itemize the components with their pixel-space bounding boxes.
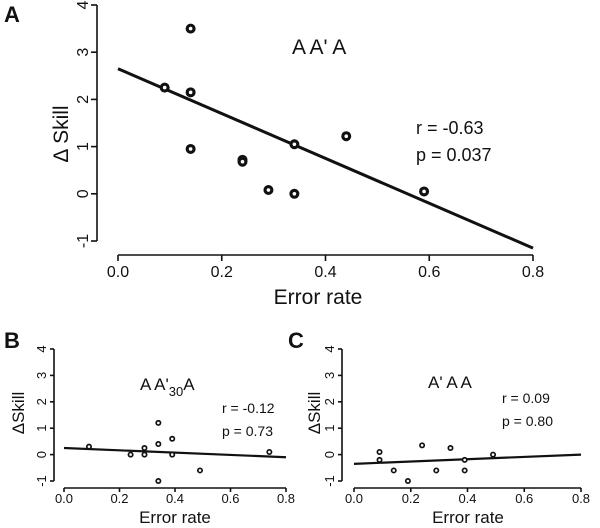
panel-c-x-tick-label: 0.8 xyxy=(572,491,590,506)
panel-b-data-point-center xyxy=(157,421,160,425)
panel-c-data-point-center xyxy=(463,458,466,462)
panel-b-y-tick-label: 2 xyxy=(34,398,49,405)
panel-b-data-point-center xyxy=(87,445,91,448)
panel-b-y-tick-label: -1 xyxy=(34,475,49,487)
panel-c-data-point-center xyxy=(449,446,452,450)
panel-c-data-point-center xyxy=(420,444,424,447)
panel-c-x-tick-label: 0.4 xyxy=(458,491,476,506)
panel-b-data-point-center xyxy=(143,453,146,456)
panel-a-data-point-center xyxy=(292,192,297,196)
panel-b-data-point-center xyxy=(143,446,146,450)
panel-a-data-point-center xyxy=(240,159,245,164)
panel-b-y-axis-label: ΔSkill xyxy=(9,392,28,435)
panel-b-x-axis-label: Error rate xyxy=(139,508,211,527)
panel-b-data-point-center xyxy=(198,469,202,472)
panel-b-data-point-center xyxy=(268,450,271,454)
panel-b-regression-line xyxy=(63,446,287,459)
panel-a-data-point-center xyxy=(292,142,297,147)
panel-b-title: A A'30A xyxy=(140,375,195,399)
panel-b-x-tick-label: 0.0 xyxy=(55,491,73,506)
panel-a-y-tick-label: 4 xyxy=(75,0,92,9)
panel-b-r-annotation: r = -0.12 xyxy=(222,400,275,416)
panel-c-y-tick-label: 4 xyxy=(322,345,337,352)
panel-a-data-point-center xyxy=(422,189,426,194)
panel-a-title: A A' A xyxy=(292,36,346,59)
panel-c-y-tick-label: 0 xyxy=(322,451,337,458)
panel-b-y-tick-label: 1 xyxy=(34,425,49,432)
panel-a-r-annotation: r = -0.63 xyxy=(416,118,484,138)
panel-a-x-tick-label: 0.2 xyxy=(211,264,233,281)
panel-a-x-tick-label: 0.6 xyxy=(418,264,440,281)
panel-b-data-point-center xyxy=(157,442,160,446)
panel-b-data-point-center xyxy=(170,453,174,456)
panel-a-y-tick-label: 0 xyxy=(75,189,92,198)
panel-b-data-point-center xyxy=(129,453,132,456)
panel-a-p-annotation: p = 0.037 xyxy=(416,145,492,165)
panel-a-data-point-center xyxy=(188,26,193,31)
panel-a-x-tick-label: 0.4 xyxy=(314,264,336,281)
panel-b: B A A'30A r = -0.12 p = 0.73 Error rate … xyxy=(4,328,295,527)
panel-b-label: B xyxy=(4,328,20,353)
panel-c: C A' A A r = 0.09 p = 0.80 Error rate ΔS… xyxy=(288,328,590,527)
panel-b-title-subscript: 30 xyxy=(169,384,183,399)
panel-b-y-tick-label: 0 xyxy=(34,451,49,458)
panel-c-y-tick-label: 2 xyxy=(322,398,337,405)
panel-c-data-point-center xyxy=(378,458,381,462)
panel-a-data-point-center xyxy=(344,134,349,139)
panel-b-y-tick-label: 3 xyxy=(34,372,49,379)
panel-a-data-point-center xyxy=(266,188,271,192)
panel-c-data-point-center xyxy=(378,450,381,454)
panel-b-data-point-center xyxy=(170,437,174,441)
panel-a: A A A' A r = -0.63 p = 0.037 Error rate … xyxy=(4,0,544,309)
panel-a-y-tick-label: 3 xyxy=(75,48,92,57)
panel-c-data-point-center xyxy=(392,469,396,472)
panel-c-data-point-center xyxy=(463,469,466,472)
panel-c-x-tick-label: 0.2 xyxy=(402,491,420,506)
panel-b-x-tick-label: 0.4 xyxy=(166,491,184,506)
panel-c-y-tick-label: 3 xyxy=(322,372,337,379)
panel-a-label: A xyxy=(4,2,20,27)
panel-c-y-tick-label: -1 xyxy=(322,475,337,487)
panel-a-data-point-center xyxy=(162,85,167,90)
panel-a-y-tick-label: 2 xyxy=(75,95,92,104)
panel-c-label: C xyxy=(288,328,304,353)
panel-b-x-tick-label: 0.2 xyxy=(110,491,128,506)
panel-a-data-point-center xyxy=(188,90,193,95)
panel-c-data-point-center xyxy=(406,479,410,483)
panel-b-y-tick-label: 4 xyxy=(34,345,49,352)
panel-a-y-tick-label: -1 xyxy=(75,234,92,248)
panel-a-y-axis-label: Δ Skill xyxy=(50,105,73,162)
panel-b-title-main: A A' xyxy=(140,375,169,394)
panel-a-regression-line xyxy=(117,67,534,250)
panel-c-r-annotation: r = 0.09 xyxy=(502,390,550,406)
panel-c-data-point-center xyxy=(434,469,438,472)
panel-c-x-tick-label: 0.6 xyxy=(515,491,533,506)
panel-a-x-tick-label: 0.8 xyxy=(522,264,544,281)
panel-c-x-axis-label: Error rate xyxy=(432,508,504,527)
panel-b-x-tick-label: 0.8 xyxy=(277,491,295,506)
panel-b-x-tick-label: 0.6 xyxy=(221,491,239,506)
panel-c-y-axis-label: ΔSkill xyxy=(305,392,324,435)
panel-b-data-point-center xyxy=(157,479,160,483)
panel-c-x-tick-label: 0.0 xyxy=(345,491,363,506)
panel-c-p-annotation: p = 0.80 xyxy=(502,413,553,429)
panel-c-title: A' A A xyxy=(428,373,473,392)
panel-a-x-axis-label: Error rate xyxy=(274,286,363,309)
panel-a-data-point-center xyxy=(188,147,193,151)
panel-a-y-tick-label: 1 xyxy=(75,142,92,151)
panel-c-data-point-center xyxy=(491,453,495,456)
panel-c-y-tick-label: 1 xyxy=(322,425,337,432)
panel-b-title-end: A xyxy=(183,375,195,394)
panel-b-p-annotation: p = 0.73 xyxy=(222,423,273,439)
panel-a-x-tick-label: 0.0 xyxy=(107,264,129,281)
